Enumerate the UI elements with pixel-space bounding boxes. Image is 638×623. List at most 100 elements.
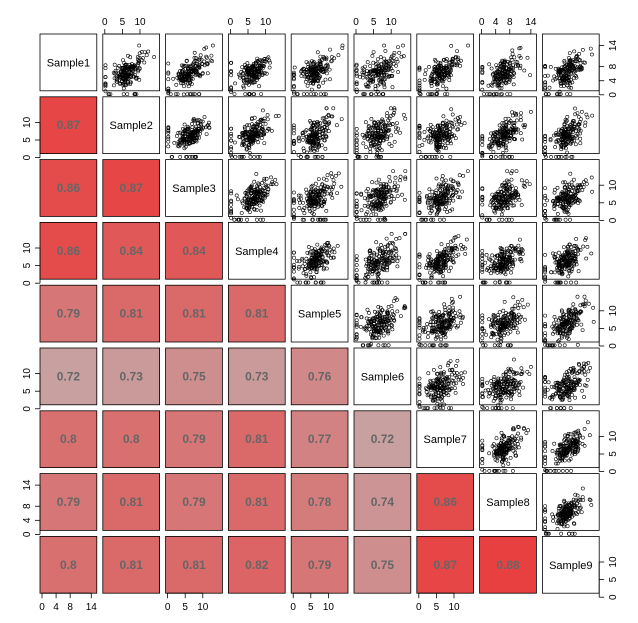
data-point: [198, 119, 203, 124]
data-point: [166, 61, 171, 66]
data-point: [427, 65, 431, 69]
scatter-panel: [416, 96, 474, 159]
data-point: [202, 115, 207, 119]
data-point: [419, 154, 424, 159]
scatter-frame: [165, 96, 223, 155]
data-point: [311, 81, 316, 86]
data-point: [199, 57, 204, 62]
data-point: [305, 77, 310, 82]
data-point: [567, 79, 572, 83]
data-point: [186, 66, 191, 71]
data-point: [118, 70, 123, 74]
data-point: [590, 52, 594, 57]
data-point: [300, 67, 305, 72]
data-point: [189, 76, 194, 81]
data-point: [173, 92, 178, 97]
data-point: [182, 122, 187, 127]
data-point: [383, 59, 388, 64]
data-point: [508, 92, 513, 97]
data-point: [568, 217, 572, 222]
data-point: [205, 123, 210, 128]
data-point: [327, 77, 332, 82]
data-point: [512, 71, 517, 76]
data-point: [563, 217, 568, 222]
data-point: [440, 69, 445, 73]
data-point: [546, 73, 550, 78]
data-point: [200, 62, 205, 67]
scatter-panel: [353, 221, 412, 285]
data-point: [313, 65, 318, 70]
data-point: [257, 74, 262, 79]
data-point: [196, 121, 200, 126]
data-point: [210, 43, 215, 48]
data-point: [567, 85, 572, 90]
data-point: [181, 135, 185, 140]
data-point: [177, 144, 181, 149]
data-point: [142, 50, 147, 55]
data-point: [132, 92, 137, 97]
data-point: [496, 83, 501, 88]
data-point: [255, 56, 260, 61]
data-point: [136, 62, 141, 67]
data-point: [525, 55, 530, 60]
data-point: [449, 44, 454, 48]
data-point: [573, 69, 578, 74]
data-point: [305, 92, 310, 97]
data-point: [249, 73, 254, 78]
data-point: [364, 154, 369, 159]
data-point: [267, 65, 272, 70]
data-point: [382, 85, 387, 90]
data-point: [428, 280, 433, 285]
data-point: [418, 92, 423, 97]
data-point: [543, 279, 548, 284]
data-point: [365, 60, 370, 65]
data-point: [262, 59, 267, 64]
data-point: [367, 73, 372, 78]
data-point: [561, 65, 566, 69]
data-point: [249, 116, 254, 121]
data-point: [502, 75, 507, 80]
data-point: [103, 63, 108, 68]
data-point: [176, 141, 181, 146]
data-point: [318, 60, 323, 64]
data-point: [340, 43, 345, 48]
data-point: [377, 70, 381, 75]
data-point: [186, 140, 191, 145]
data-point: [291, 91, 296, 96]
data-point: [318, 92, 323, 97]
data-point: [249, 65, 254, 70]
data-point: [363, 82, 368, 87]
data-point: [134, 92, 139, 97]
data-point: [198, 128, 203, 133]
data-point: [543, 64, 548, 68]
data-point: [384, 60, 389, 65]
data-point: [166, 129, 171, 133]
data-point: [257, 84, 262, 89]
data-point: [369, 92, 374, 97]
data-point: [543, 82, 548, 87]
scatter-panel: [165, 96, 223, 159]
data-point: [354, 87, 359, 92]
data-point: [509, 57, 514, 62]
data-point: [115, 65, 120, 70]
data-point: [495, 66, 500, 70]
data-point: [257, 61, 262, 66]
data-point: [390, 68, 395, 73]
data-point: [417, 67, 422, 72]
correlation-value: 0.81: [120, 307, 144, 321]
correlation-value: 0.87: [120, 181, 144, 195]
data-point: [389, 58, 394, 63]
data-point: [510, 154, 514, 159]
data-point: [260, 66, 265, 71]
data-point: [103, 66, 108, 71]
data-point: [505, 92, 510, 97]
data-point: [543, 65, 548, 70]
data-point: [112, 62, 117, 67]
data-point: [241, 76, 246, 81]
data-point: [432, 65, 437, 70]
data-point: [399, 54, 404, 59]
data-point: [185, 92, 190, 97]
data-point: [493, 75, 498, 80]
data-point: [185, 71, 190, 76]
data-point: [358, 75, 362, 79]
